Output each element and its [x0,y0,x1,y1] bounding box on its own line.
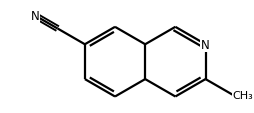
Text: CH₃: CH₃ [233,90,253,100]
Text: N: N [31,10,39,23]
Text: N: N [201,38,210,51]
